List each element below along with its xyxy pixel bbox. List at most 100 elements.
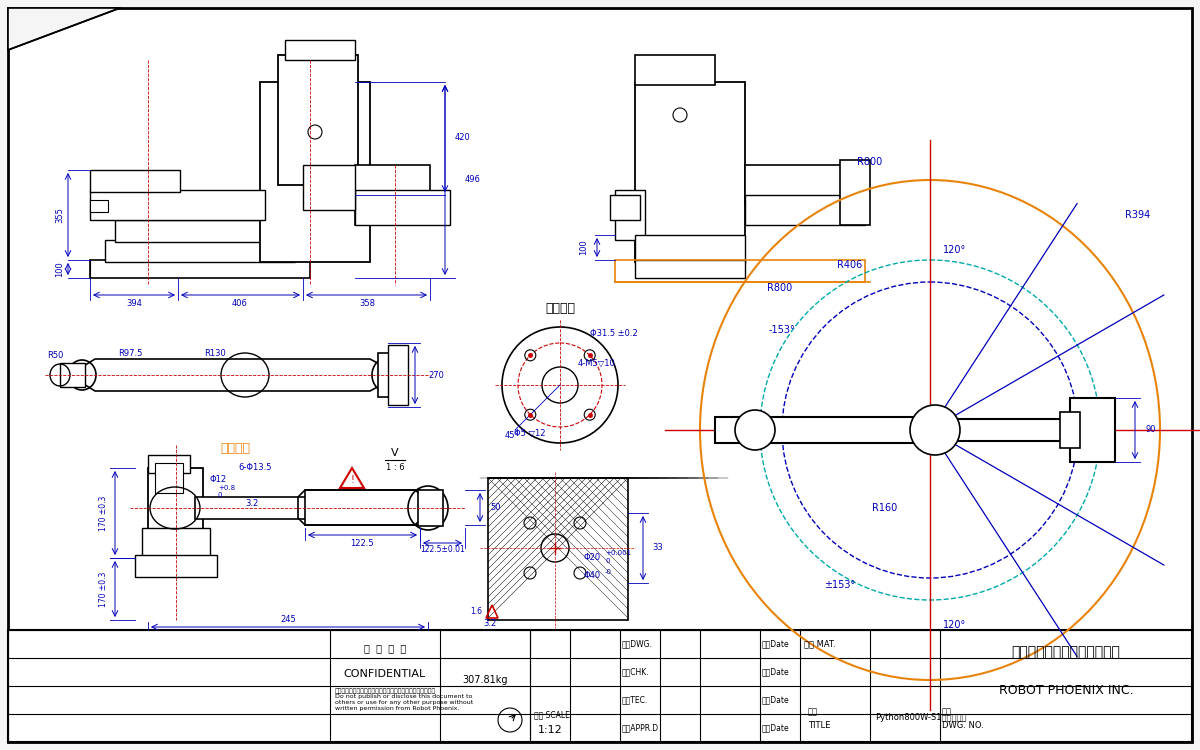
- Text: R800: R800: [767, 283, 793, 293]
- Text: !: !: [350, 475, 354, 485]
- Bar: [148, 455, 190, 473]
- Text: R800: R800: [857, 157, 883, 167]
- Text: 394: 394: [126, 298, 142, 307]
- Bar: [355, 165, 430, 225]
- Text: 420: 420: [455, 134, 470, 142]
- Text: 245: 245: [280, 616, 296, 625]
- Text: Φ20: Φ20: [583, 554, 600, 562]
- Bar: [148, 468, 203, 543]
- Text: Φ40: Φ40: [583, 572, 600, 580]
- Bar: [302, 165, 355, 210]
- Text: ±153°: ±153°: [824, 580, 856, 590]
- Text: 100: 100: [580, 239, 588, 255]
- Bar: [388, 345, 408, 405]
- Bar: [635, 82, 745, 262]
- Bar: [278, 55, 358, 185]
- Text: -153°: -153°: [769, 325, 796, 335]
- Text: 批准APPR.D: 批准APPR.D: [622, 724, 659, 733]
- Bar: [488, 478, 628, 620]
- Text: 33: 33: [652, 544, 662, 553]
- Text: R406: R406: [838, 260, 863, 270]
- Text: 45°: 45°: [505, 430, 520, 439]
- Text: 100: 100: [55, 261, 65, 277]
- Text: 工艺TEC.: 工艺TEC.: [622, 695, 648, 704]
- Bar: [635, 260, 745, 278]
- Text: R130: R130: [204, 349, 226, 358]
- Text: 496: 496: [466, 176, 481, 184]
- Text: 1 : 6: 1 : 6: [385, 464, 404, 472]
- Bar: [840, 160, 870, 225]
- Bar: [115, 220, 290, 242]
- Text: 307.81kg: 307.81kg: [462, 675, 508, 685]
- Text: R394: R394: [1126, 210, 1151, 220]
- Text: 机  密  文  件: 机 密 文 件: [364, 643, 406, 653]
- Text: 6-Φ13.5: 6-Φ13.5: [239, 463, 271, 472]
- Text: 50: 50: [490, 503, 500, 512]
- Bar: [635, 55, 715, 85]
- Text: 日期Date: 日期Date: [762, 640, 790, 649]
- Text: R50: R50: [47, 350, 64, 359]
- Text: 1:12: 1:12: [538, 725, 563, 735]
- Text: 安装尺寸: 安装尺寸: [220, 442, 250, 454]
- Bar: [305, 490, 420, 525]
- Text: 本绘图者的专利权，未允许不可将此绘图或其三方为任何用途
Do not publish or disclose this document to
others o: 本绘图者的专利权，未允许不可将此绘图或其三方为任何用途 Do not publi…: [335, 688, 473, 711]
- Bar: [8, 630, 1192, 742]
- Text: Python800W-S1整机外形图: Python800W-S1整机外形图: [875, 713, 966, 722]
- Text: -0: -0: [605, 569, 612, 575]
- Text: 日期Date: 日期Date: [762, 724, 790, 733]
- Text: 1.6: 1.6: [470, 608, 482, 616]
- Text: +0.001: +0.001: [605, 550, 631, 556]
- Text: 审核CHK.: 审核CHK.: [622, 668, 649, 676]
- Bar: [610, 195, 640, 220]
- Text: 工具法兰: 工具法兰: [545, 302, 575, 314]
- Text: 170 ±0.3: 170 ±0.3: [98, 495, 108, 531]
- Text: 0: 0: [218, 492, 222, 498]
- Circle shape: [734, 410, 775, 450]
- Text: 0: 0: [605, 558, 610, 564]
- Bar: [286, 40, 355, 60]
- Bar: [916, 419, 1075, 441]
- Bar: [355, 190, 450, 225]
- Text: 绘图DWG.: 绘图DWG.: [622, 640, 653, 649]
- Bar: [60, 363, 85, 387]
- Text: R160: R160: [872, 503, 898, 513]
- Bar: [1060, 412, 1080, 448]
- Bar: [134, 555, 217, 577]
- Bar: [90, 260, 104, 274]
- Text: 济南翼菲自动化科技有限公司: 济南翼菲自动化科技有限公司: [1012, 645, 1121, 659]
- Text: ROBOT PHOENIX INC.: ROBOT PHOENIX INC.: [998, 683, 1133, 697]
- Text: Φ31.5 ±0.2: Φ31.5 ±0.2: [590, 328, 637, 338]
- Polygon shape: [8, 8, 120, 50]
- Circle shape: [910, 405, 960, 455]
- Text: 图号: 图号: [942, 707, 952, 716]
- Text: TITLE: TITLE: [808, 722, 830, 730]
- Bar: [194, 497, 310, 519]
- Bar: [90, 190, 265, 220]
- Bar: [1070, 398, 1115, 462]
- Bar: [745, 165, 845, 205]
- Text: 3.2: 3.2: [484, 619, 497, 628]
- Bar: [90, 260, 310, 278]
- Text: 170 ±0.3: 170 ±0.3: [98, 572, 108, 607]
- Text: +0.8: +0.8: [218, 485, 235, 491]
- Text: 120°: 120°: [943, 245, 967, 255]
- Text: 122.5: 122.5: [350, 538, 374, 548]
- Text: 406: 406: [232, 298, 248, 307]
- Bar: [616, 260, 865, 282]
- Bar: [90, 170, 180, 192]
- Bar: [90, 200, 108, 212]
- Bar: [378, 353, 406, 397]
- Bar: [142, 528, 210, 558]
- Text: 名称: 名称: [808, 707, 818, 716]
- Text: 358: 358: [359, 298, 374, 307]
- Bar: [715, 417, 935, 443]
- Text: 4-M5▽10: 4-M5▽10: [578, 358, 616, 368]
- Text: Φ5 ▽12: Φ5 ▽12: [515, 428, 546, 437]
- Text: 355: 355: [55, 207, 65, 223]
- Text: 270: 270: [428, 370, 444, 380]
- Bar: [616, 190, 646, 240]
- Text: Φ12: Φ12: [210, 476, 227, 484]
- Text: 90: 90: [1145, 425, 1156, 434]
- Text: 比例 SCALE: 比例 SCALE: [534, 710, 570, 719]
- Text: 日期Date: 日期Date: [762, 668, 790, 676]
